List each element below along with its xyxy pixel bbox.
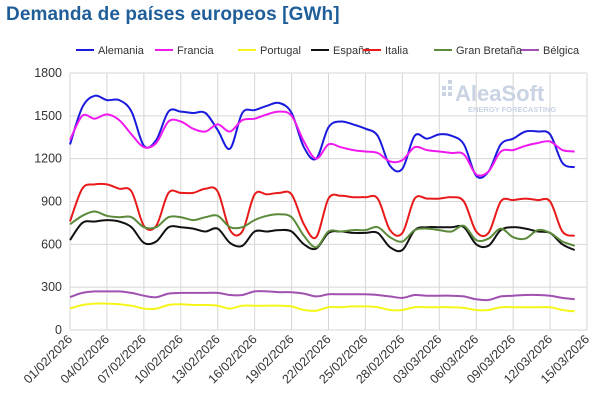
series-line-francia [69,110,575,177]
y-tick-label: 1200 [34,152,62,166]
legend-label-alemania: Alemania [98,45,145,57]
series-lines [69,94,576,313]
series-line-portugal [69,302,575,313]
series-line-belgica [69,290,575,302]
legend-label-espana: España [333,45,371,57]
y-tick-label: 600 [41,237,62,251]
y-tick-label: 1800 [34,66,62,80]
y-tick-label: 0 [55,323,62,337]
chart-title: Demanda de países europeos [GWh] [6,4,340,25]
brand-tagline: ENERGY FORECASTING [468,105,556,114]
y-tick-label: 300 [41,280,62,294]
legend: Alemania Francia Portugal España Italia Gran … [76,45,580,57]
brand-name: AleaSoft [455,81,545,106]
y-tick-label: 900 [41,195,62,209]
legend-label-belgica: Bélgica [543,45,580,57]
y-tick-label: 1500 [34,109,62,123]
series-line-espana [69,219,576,253]
y-axis: 0 300 600 900 1200 1500 1800 [34,66,62,337]
legend-label-italia: Italia [385,45,409,57]
legend-label-francia: Francia [177,45,215,57]
brand-icon [442,80,452,96]
brand-watermark: AleaSoft ENERGY FORECASTING [442,80,556,114]
legend-label-portugal: Portugal [260,45,301,57]
legend-label-gran-bretana: Gran Bretaña [456,45,523,57]
series-line-gran-bretana [69,210,576,249]
x-axis: 01/02/202604/02/202607/02/202610/02/2026… [21,332,592,386]
grid [69,72,588,331]
